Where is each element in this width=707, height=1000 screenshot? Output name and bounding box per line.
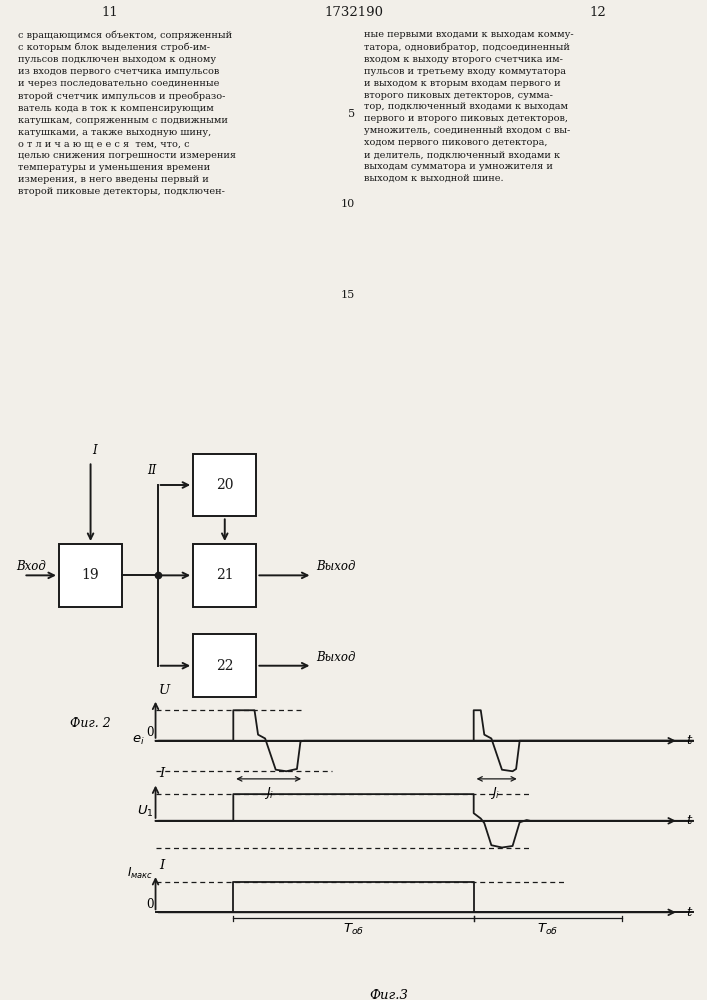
Text: 19: 19 (82, 568, 100, 582)
Text: $T_{об}$: $T_{об}$ (343, 922, 364, 937)
Text: 11: 11 (101, 6, 118, 19)
Text: Фиг. 2: Фиг. 2 (70, 717, 111, 730)
Bar (59, 544, 122, 607)
Text: 22: 22 (216, 659, 233, 673)
Text: ные первыми входами к выходам комму-
татора, одновибратор, подсоединенный
входом: ные первыми входами к выходам комму- тат… (364, 30, 573, 183)
Text: Фиг.3: Фиг.3 (370, 989, 408, 1000)
Text: $T_{об}$: $T_{об}$ (537, 922, 559, 937)
Text: II: II (148, 464, 157, 477)
Text: I: I (159, 859, 164, 872)
Text: I: I (159, 767, 164, 780)
Text: $U_1$: $U_1$ (136, 804, 153, 819)
Text: t: t (686, 906, 691, 919)
Text: 10: 10 (341, 199, 355, 209)
Text: t: t (686, 814, 691, 827)
Text: I: I (93, 444, 97, 457)
Text: $e_i$: $e_i$ (132, 734, 145, 747)
Text: 5: 5 (348, 109, 355, 119)
Text: 15: 15 (341, 290, 355, 300)
Text: 12: 12 (589, 6, 606, 19)
Bar (193, 454, 257, 516)
Text: 0: 0 (146, 898, 153, 911)
Text: 1732190: 1732190 (324, 6, 383, 19)
Bar (193, 634, 257, 697)
Text: $I_{макс}$: $I_{макс}$ (127, 866, 153, 881)
Text: Вход: Вход (16, 560, 46, 573)
Text: 20: 20 (216, 478, 233, 492)
Text: Выход: Выход (316, 560, 356, 573)
Text: U: U (159, 684, 170, 697)
Text: t: t (686, 734, 691, 747)
Text: $J_i$: $J_i$ (264, 785, 274, 801)
Text: 0: 0 (146, 726, 153, 739)
Bar (193, 544, 257, 607)
Text: 21: 21 (216, 568, 233, 582)
Text: с вращающимся объектом, сопряженный
с которым блок выделения строб-им-
пульсов п: с вращающимся объектом, сопряженный с ко… (18, 30, 235, 196)
Text: $J_i$: $J_i$ (490, 785, 500, 801)
Text: Выход: Выход (316, 651, 356, 664)
